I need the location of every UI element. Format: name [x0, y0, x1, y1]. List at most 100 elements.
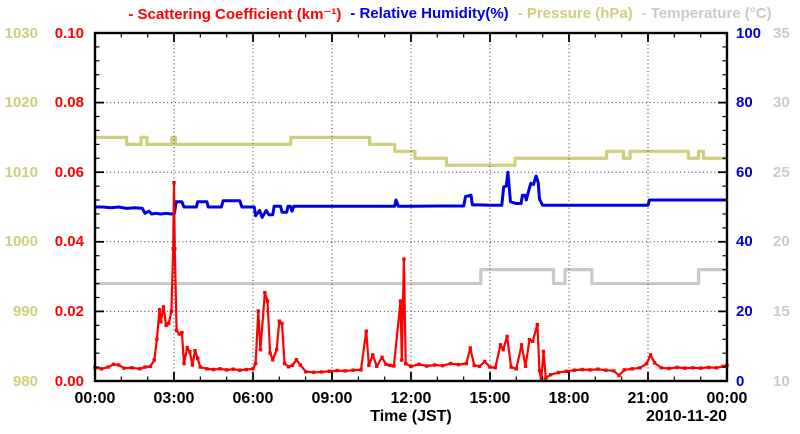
series-scattering-marker	[106, 365, 110, 369]
series-scattering-marker	[351, 368, 355, 372]
y-tick-label-temperature: 30	[773, 94, 790, 112]
series-scattering-marker	[488, 365, 492, 369]
series-scattering-marker	[327, 369, 332, 373]
series-scattering-marker	[440, 363, 445, 368]
y-tick-label-scattering: 0.08	[54, 94, 84, 112]
series-scattering-marker	[612, 369, 616, 373]
series-scattering-marker	[130, 366, 134, 370]
series-scattering-marker	[556, 370, 561, 375]
series-scattering-marker	[375, 364, 379, 369]
series-scattering-marker	[493, 366, 497, 370]
series-scattering-marker	[527, 337, 532, 342]
series-scattering-marker	[143, 365, 147, 369]
series-scattering-marker	[464, 361, 468, 366]
series-scattering-marker	[604, 368, 608, 372]
series-scattering-marker	[448, 361, 453, 366]
series-scattering-marker	[157, 307, 162, 312]
y-tick-label-temperature: 25	[773, 163, 790, 181]
series-scattering-marker	[152, 358, 156, 362]
series-scattering-marker	[468, 346, 472, 350]
x-tick-label: 00:00	[706, 390, 748, 407]
series-scattering-marker	[224, 368, 229, 372]
series-scattering-marker	[211, 367, 216, 372]
series-scattering-marker	[714, 366, 719, 370]
x-tick-label: 03:00	[153, 390, 195, 407]
series-scattering-marker	[364, 329, 368, 333]
series-scattering-marker	[588, 368, 592, 372]
series-scattering-marker	[425, 364, 429, 368]
series-scattering-marker	[402, 257, 406, 261]
x-tick-label: 00:00	[74, 390, 116, 407]
series-scattering-marker	[659, 366, 663, 370]
series-scattering-marker	[648, 353, 653, 357]
series-scattering-marker	[523, 364, 528, 369]
series-scattering-marker	[303, 369, 308, 374]
series-scattering-marker	[530, 339, 535, 344]
y-tick-label-pressure: 1010	[4, 163, 38, 181]
series-scattering-marker	[290, 363, 295, 368]
series-scattering-marker	[122, 366, 126, 370]
series-scattering-marker	[398, 299, 403, 303]
date-label: 2010-11-20	[646, 408, 727, 425]
y-tick-label-scattering: 0.06	[54, 163, 84, 181]
y-tick-label-temperature: 10	[773, 372, 790, 390]
series-scattering-marker	[159, 320, 163, 324]
series-scattering-marker	[544, 376, 548, 380]
x-tick-label: 15:00	[469, 390, 511, 407]
y-tick-label-pressure: 990	[12, 302, 38, 320]
legend-item-temperature: - Temperature (°C)	[641, 5, 772, 22]
y-tick-label-humidity: 20	[736, 302, 753, 320]
series-scattering-marker	[231, 367, 235, 371]
series-scattering-marker	[501, 347, 505, 352]
series-scattering-marker	[268, 351, 272, 355]
series-scattering-marker	[253, 361, 258, 366]
series-scattering-marker	[675, 365, 679, 370]
series-scattering-marker	[622, 368, 626, 372]
series-scattering-marker	[251, 367, 255, 371]
series-scattering-marker	[275, 347, 279, 352]
series-scattering-marker	[294, 358, 299, 362]
series-scattering-marker	[117, 363, 121, 367]
series-scattering-marker	[617, 373, 621, 378]
series-scattering-marker	[196, 356, 200, 361]
y-tick-label-scattering: 0.02	[54, 302, 84, 320]
series-scattering-marker	[263, 290, 267, 295]
x-axis-title: Time (JST)	[370, 408, 452, 425]
series-scattering-marker	[667, 366, 671, 371]
y-tick-label-humidity: 0	[736, 372, 745, 390]
series-scattering-marker	[384, 362, 388, 366]
series-scattering-marker	[519, 343, 524, 347]
series-scattering-marker	[177, 332, 181, 336]
series-scattering-marker	[472, 363, 476, 368]
series-scattering-marker	[161, 305, 166, 309]
series-scattering-marker	[258, 347, 263, 352]
series-scattering-marker	[218, 367, 222, 371]
series-scattering-marker	[483, 359, 487, 364]
series-scattering-marker	[409, 364, 413, 369]
series-scattering-marker	[388, 363, 392, 368]
series-scattering-marker	[505, 334, 509, 339]
series-scattering-marker	[498, 343, 503, 347]
series-scattering-marker	[280, 321, 284, 326]
series-scattering-marker	[185, 345, 189, 350]
series-scattering-marker	[188, 350, 192, 354]
series-scattering-marker	[477, 364, 482, 369]
legend-item-scattering: - Scattering Coefficient (km⁻¹)	[128, 6, 342, 23]
series-scattering-marker	[193, 349, 197, 353]
series-temperature	[95, 268, 727, 286]
series-scattering-marker	[190, 363, 195, 367]
series-pressure	[95, 135, 727, 167]
series-scattering-marker	[198, 365, 203, 369]
series-scattering-marker	[721, 364, 725, 369]
series-scattering-marker	[180, 330, 184, 335]
series-scattering-marker	[277, 319, 282, 323]
y-tick-label-pressure: 1030	[4, 24, 38, 42]
y-tick-label-humidity: 100	[736, 24, 762, 42]
series-scattering-marker	[644, 361, 649, 366]
series-scattering-marker	[244, 367, 249, 372]
series-scattering-marker	[630, 367, 634, 371]
series-scattering-marker	[456, 362, 461, 367]
series-scattering-marker	[99, 367, 104, 371]
series-scattering-marker	[698, 366, 703, 370]
series-scattering-marker	[111, 362, 116, 366]
